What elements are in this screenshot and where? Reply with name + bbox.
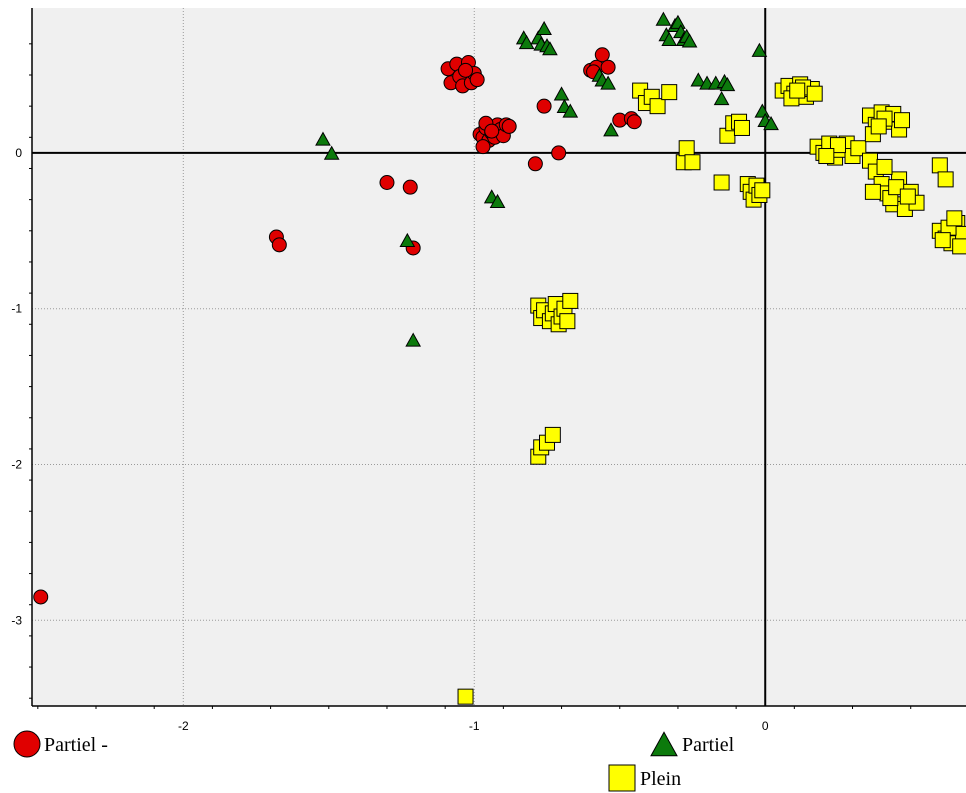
- y-tick-label: -1: [11, 302, 22, 316]
- triangle-point: [553, 86, 570, 101]
- legend-item: Partiel -: [13, 730, 108, 758]
- legend-label: Partiel: [682, 734, 735, 756]
- square-point: [559, 313, 576, 330]
- triangle-point: [542, 41, 558, 56]
- legend-triangle-icon: [650, 731, 678, 757]
- square-point: [713, 174, 730, 191]
- data-points: [33, 11, 966, 705]
- plot-area: [32, 8, 966, 706]
- triangle-point: [655, 11, 672, 26]
- x-tick-label: 0: [762, 719, 769, 733]
- legend-circle-icon: [13, 730, 41, 758]
- square-point: [661, 84, 678, 101]
- triangle-point: [518, 34, 535, 50]
- square-point: [893, 112, 910, 129]
- square-point: [789, 82, 806, 99]
- circle-point: [527, 156, 543, 172]
- circle-point: [501, 118, 517, 134]
- legend-item: Partiel: [650, 731, 735, 757]
- y-tick-label: 0: [15, 146, 22, 160]
- x-tick-label: -1: [469, 719, 480, 733]
- triangle-point: [681, 33, 698, 48]
- square-point: [818, 148, 835, 165]
- x-tick-label: -2: [178, 719, 189, 733]
- circle-point: [33, 589, 49, 605]
- triangle-point: [536, 20, 552, 36]
- circle-point: [600, 59, 616, 75]
- circle-point: [469, 72, 485, 88]
- circle-point: [626, 114, 642, 130]
- triangle-point: [405, 332, 422, 347]
- square-point: [562, 292, 579, 309]
- legend-label: Plein: [640, 768, 681, 790]
- square-point: [946, 210, 963, 227]
- square-point: [544, 426, 561, 443]
- circle-point: [536, 98, 552, 114]
- square-point: [684, 154, 701, 171]
- triangle-point: [690, 72, 707, 87]
- square-point: [649, 98, 666, 115]
- triangle-point: [600, 75, 616, 90]
- triangle-point: [562, 103, 579, 118]
- circle-point: [475, 139, 491, 155]
- triangle-point: [489, 193, 506, 208]
- square-point: [678, 140, 695, 157]
- legend-item: Plein: [608, 764, 681, 792]
- square-point: [457, 688, 474, 705]
- square-point: [899, 188, 916, 205]
- triangle-point: [661, 31, 678, 46]
- circle-point: [458, 62, 474, 78]
- square-point: [864, 183, 881, 200]
- square-point: [952, 238, 966, 255]
- square-point: [931, 157, 948, 174]
- vertical-gridlines: [182, 8, 475, 706]
- circle-point: [379, 175, 395, 190]
- circle-point: [551, 145, 567, 161]
- legend-square-icon: [608, 764, 636, 792]
- circle-point: [271, 237, 287, 253]
- triangle-point: [323, 145, 340, 160]
- triangle-point: [719, 77, 736, 92]
- circle-point: [594, 47, 610, 63]
- triangle-point: [603, 122, 619, 137]
- legend-label: Partiel -: [44, 734, 108, 756]
- square-point: [870, 118, 887, 135]
- triangle-point: [763, 115, 779, 131]
- circle-point: [402, 179, 418, 195]
- triangle-point: [751, 42, 768, 57]
- tick-marks: [29, 43, 912, 709]
- square-point: [934, 232, 951, 249]
- square-point: [754, 182, 771, 199]
- y-tick-label: -2: [11, 458, 22, 472]
- triangle-point: [399, 232, 416, 247]
- square-point: [850, 140, 867, 157]
- triangle-point: [315, 131, 331, 146]
- tick-labels: -2 -1 0 0 -1 -2 -3: [11, 146, 769, 733]
- triangle-point: [713, 91, 730, 106]
- square-point: [733, 119, 750, 136]
- square-point: [876, 158, 893, 175]
- square-point: [806, 85, 823, 102]
- square-point: [937, 171, 954, 188]
- y-tick-label: -3: [11, 613, 22, 627]
- circle-point: [484, 123, 500, 139]
